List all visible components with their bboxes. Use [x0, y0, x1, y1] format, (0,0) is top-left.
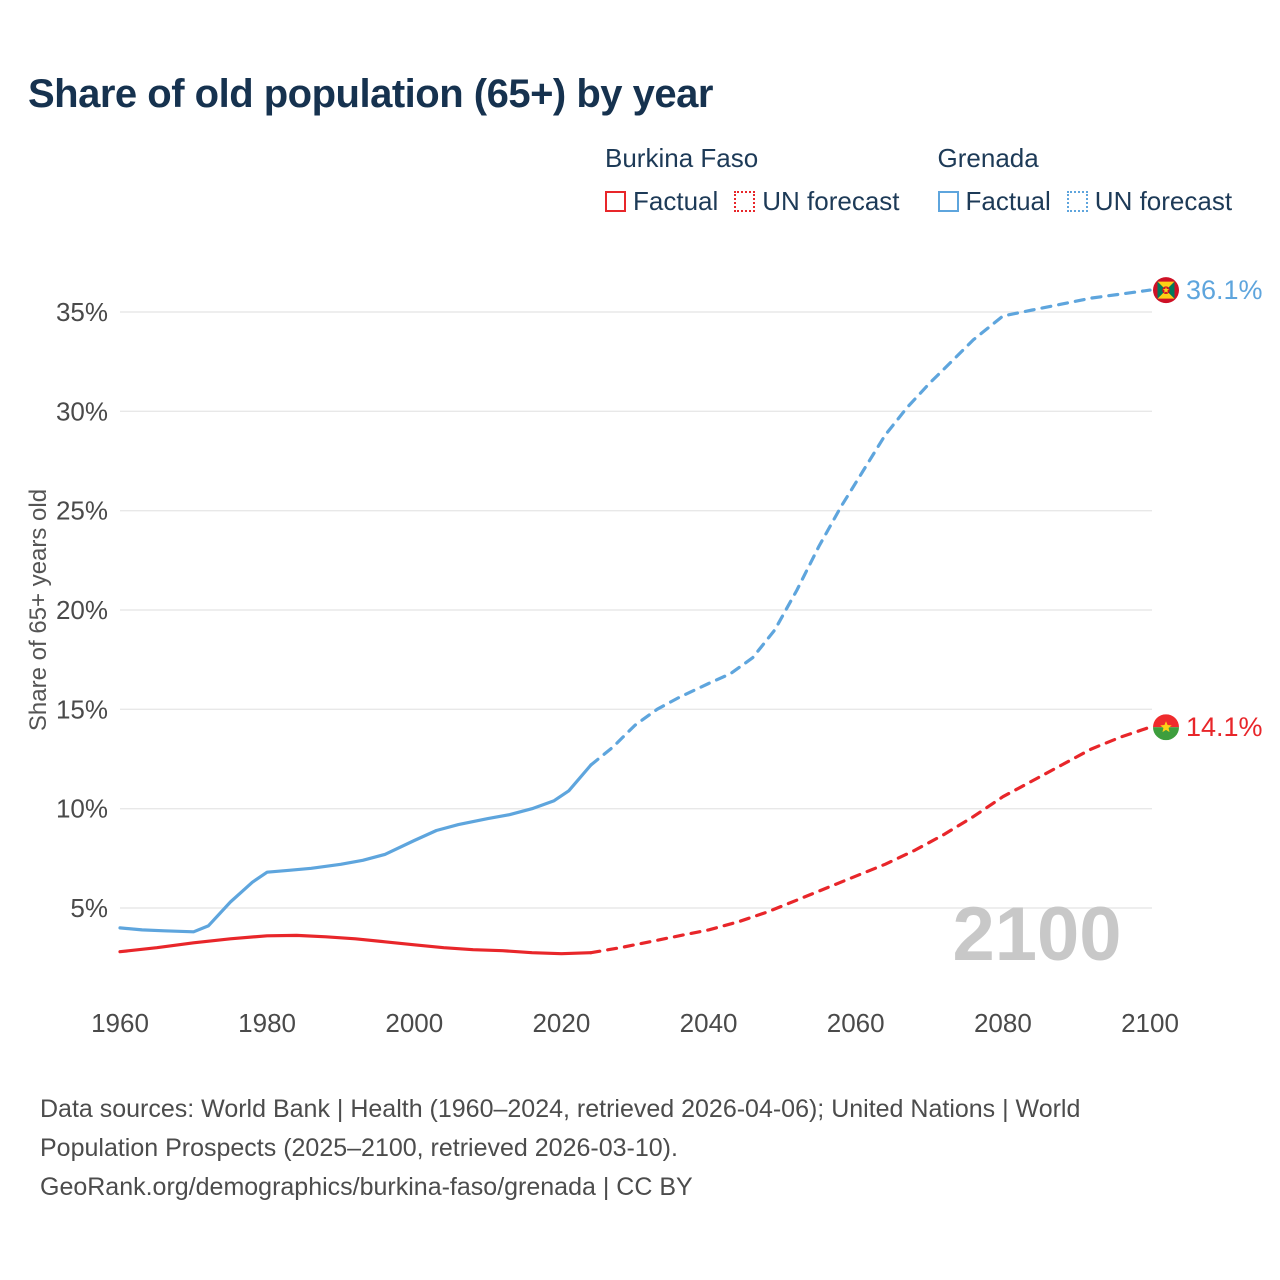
x-tick-label-2100: 2100	[1121, 1008, 1179, 1038]
end-value-label-grenada: 36.1%	[1186, 275, 1263, 305]
legend-swatch-dotted-icon	[734, 191, 756, 212]
data-sources-footer: Data sources: World Bank | Health (1960–…	[40, 1090, 1080, 1206]
x-tick-label-2080: 2080	[974, 1008, 1032, 1038]
y-tick-label-5: 5%	[70, 893, 108, 923]
legend-swatch-solid-icon	[937, 191, 959, 212]
flag-burkina-icon	[1153, 714, 1179, 741]
end-value-label-burkina: 14.1%	[1186, 712, 1263, 742]
series-burkina-faso-factual	[118, 933, 593, 956]
legend-swatch-dotted-icon	[1066, 191, 1088, 212]
legend-group-burkina-faso: Burkina Faso Factual UN forecast	[605, 143, 900, 217]
y-tick-label-20: 20%	[56, 595, 108, 625]
legend-country-label-burkina-faso: Burkina Faso	[605, 143, 759, 173]
series-grenada-un-forecast	[589, 288, 1152, 767]
legend-swatch-solid-icon	[605, 191, 626, 212]
watermark-year: 2100	[952, 892, 1121, 977]
x-tick-label-2020: 2020	[532, 1008, 590, 1038]
page-title: Share of old population (65+) by year	[28, 72, 713, 116]
footer-line-3: GeoRank.org/demographics/burkina-faso/gr…	[40, 1172, 693, 1201]
y-tick-label-25: 25%	[56, 496, 108, 526]
legend-item-label: Factual	[965, 186, 1051, 216]
legend-group-grenada: Grenada Factual UN forecast	[937, 143, 1233, 217]
footer-line-1: Data sources: World Bank | Health (1960–…	[40, 1095, 1081, 1123]
legend-item-burkina-forecast[interactable]: UN forecast	[734, 186, 900, 217]
footer-line-2: Population Prospects (2025–2100, retriev…	[40, 1133, 678, 1162]
legend-item-label: UN forecast	[1094, 186, 1233, 216]
legend-item-label: UN forecast	[762, 186, 900, 216]
series-burkina-faso-un-forecast	[589, 725, 1152, 955]
legend-country-label-grenada: Grenada	[937, 143, 1039, 173]
y-tick-label-30: 30%	[56, 396, 108, 426]
legend-items-grenada: Factual UN forecast	[937, 186, 1233, 217]
legend: Burkina Faso Factual UN forecast Grenada…	[605, 143, 1232, 217]
series-grenada-factual	[118, 763, 593, 934]
legend-item-grenada-factual[interactable]: Factual	[937, 186, 1051, 217]
legend-items-burkina-faso: Factual UN forecast	[605, 186, 900, 217]
x-tick-label-1980: 1980	[238, 1008, 296, 1038]
x-tick-label-2040: 2040	[680, 1008, 738, 1038]
y-tick-label-15: 15%	[56, 694, 108, 724]
legend-item-burkina-factual[interactable]: Factual	[605, 186, 718, 217]
y-tick-label-35: 35%	[56, 297, 108, 327]
flag-grenada-icon	[1153, 277, 1179, 304]
legend-item-grenada-forecast[interactable]: UN forecast	[1066, 186, 1233, 217]
y-axis-title: Share of 65+ years old	[25, 489, 52, 731]
y-tick-label-10: 10%	[56, 794, 108, 824]
x-tick-label-1960: 1960	[91, 1008, 149, 1038]
legend-item-label: Factual	[633, 186, 719, 216]
x-tick-label-2060: 2060	[827, 1008, 885, 1038]
x-tick-label-2000: 2000	[385, 1008, 443, 1038]
chart-plot-area: 5% 10% 15% 20% 25% 30% 35% 1960 1980 2000 2020 2040…	[25, 275, 1263, 1038]
